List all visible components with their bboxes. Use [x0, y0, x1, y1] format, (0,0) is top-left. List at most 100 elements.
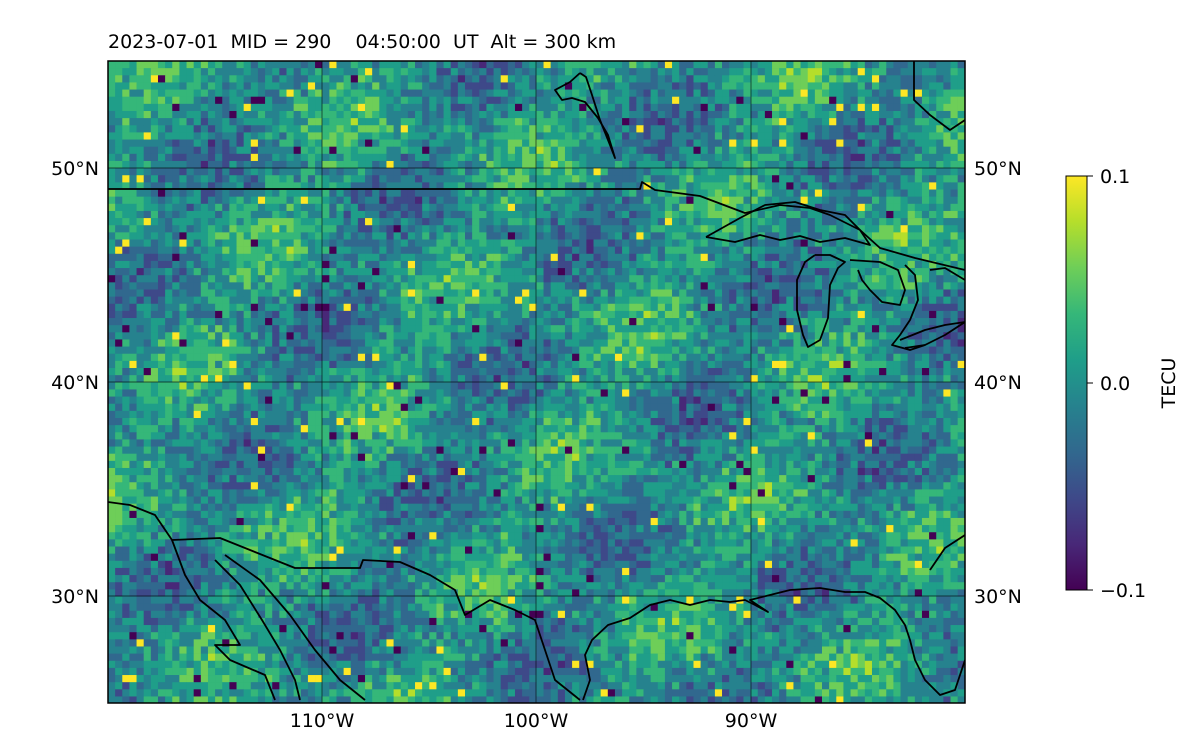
- tec-cell: [250, 253, 259, 262]
- tec-cell: [793, 61, 801, 69]
- tec-cell: [293, 268, 302, 276]
- tec-cell: [286, 89, 294, 97]
- tec-cell: [843, 182, 851, 190]
- tec-cell: [564, 339, 573, 347]
- tec-cell: [457, 168, 466, 176]
- tec-cell: [172, 303, 180, 312]
- tec-cell: [479, 325, 487, 333]
- tec-cell: [514, 310, 523, 319]
- tec-cell: [600, 253, 609, 262]
- tec-cell: [550, 346, 559, 355]
- tec-cell: [943, 239, 951, 247]
- tec-cell: [829, 218, 837, 226]
- tec-cell: [879, 282, 887, 290]
- tec-cell: [779, 246, 787, 255]
- tec-cell: [315, 182, 323, 190]
- tec-cell: [929, 339, 937, 347]
- tec-cell: [300, 318, 309, 326]
- tec-cell: [757, 239, 766, 247]
- tec-cell: [236, 282, 244, 290]
- tec-cell: [650, 296, 659, 305]
- tec-cell: [236, 289, 244, 297]
- tec-cell: [407, 103, 416, 112]
- tec-cell: [215, 246, 223, 255]
- tec-cell: [307, 61, 316, 69]
- tec-cell: [893, 118, 901, 126]
- tec-cell: [372, 139, 380, 147]
- tec-cell: [200, 125, 209, 133]
- tec-cell: [772, 110, 780, 119]
- tec-cell: [622, 239, 630, 247]
- tec-cell: [507, 132, 516, 140]
- tec-cell: [336, 96, 344, 105]
- tec-cell: [493, 310, 501, 319]
- tec-cell: [386, 146, 394, 155]
- tec-cell: [957, 175, 965, 183]
- tec-cell: [779, 268, 787, 276]
- tec-cell: [600, 282, 609, 290]
- tec-cell: [829, 318, 837, 326]
- tec-cell: [822, 125, 830, 133]
- tec-cell: [108, 168, 116, 176]
- tec-cell: [322, 275, 330, 283]
- tec-cell: [636, 296, 644, 305]
- tec-cell: [400, 189, 409, 197]
- tec-cell: [957, 125, 965, 133]
- tec-cell: [764, 196, 773, 205]
- tec-cell: [465, 239, 473, 247]
- tec-cell: [343, 153, 352, 162]
- tec-cell: [365, 61, 373, 69]
- tec-cell: [243, 303, 252, 312]
- tec-cell: [186, 325, 194, 333]
- tec-cell: [700, 282, 709, 290]
- tec-cell: [250, 196, 259, 205]
- tec-cell: [279, 225, 287, 233]
- tec-cell: [400, 146, 409, 155]
- tec-cell: [793, 218, 801, 226]
- tec-cell: [529, 239, 537, 247]
- tec-cell: [907, 146, 916, 155]
- tec-cell: [407, 310, 416, 319]
- tec-cell: [857, 296, 866, 305]
- tec-cell: [486, 318, 494, 326]
- tec-cell: [507, 196, 516, 205]
- tec-cell: [379, 289, 387, 297]
- tec-cell: [507, 296, 516, 305]
- tec-cell: [379, 132, 387, 140]
- tec-cell: [386, 196, 394, 205]
- tec-cell: [757, 289, 766, 297]
- tec-cell: [693, 182, 701, 190]
- tec-cell: [900, 160, 908, 169]
- tec-cell: [122, 75, 130, 83]
- tec-cell: [857, 103, 866, 112]
- tec-cell: [257, 103, 266, 112]
- tec-cell: [108, 260, 116, 269]
- tec-cell: [650, 175, 659, 183]
- tec-cell: [629, 346, 637, 355]
- tec-cell: [750, 296, 759, 305]
- tec-cell: [186, 110, 194, 119]
- tec-cell: [793, 210, 801, 219]
- tec-cell: [493, 325, 501, 333]
- tec-cell: [557, 318, 566, 326]
- tec-cell: [386, 110, 394, 119]
- tec-cell: [750, 218, 759, 226]
- tec-cell: [115, 353, 123, 362]
- tec-cell: [136, 325, 144, 333]
- tec-cell: [250, 318, 259, 326]
- tec-cell: [486, 139, 494, 147]
- tec-cell: [400, 203, 409, 212]
- tec-cell: [836, 68, 844, 76]
- tec-cell: [800, 282, 809, 290]
- tec-cell: [422, 68, 430, 76]
- tec-cell: [286, 318, 294, 326]
- tec-cell: [450, 253, 459, 262]
- tec-cell: [700, 160, 709, 169]
- tec-cell: [108, 346, 116, 355]
- tec-cell: [150, 318, 159, 326]
- tec-cell: [222, 325, 230, 333]
- tec-cell: [315, 289, 323, 297]
- tec-cell: [493, 296, 501, 305]
- tec-cell: [443, 182, 452, 190]
- tec-cell: [336, 189, 344, 197]
